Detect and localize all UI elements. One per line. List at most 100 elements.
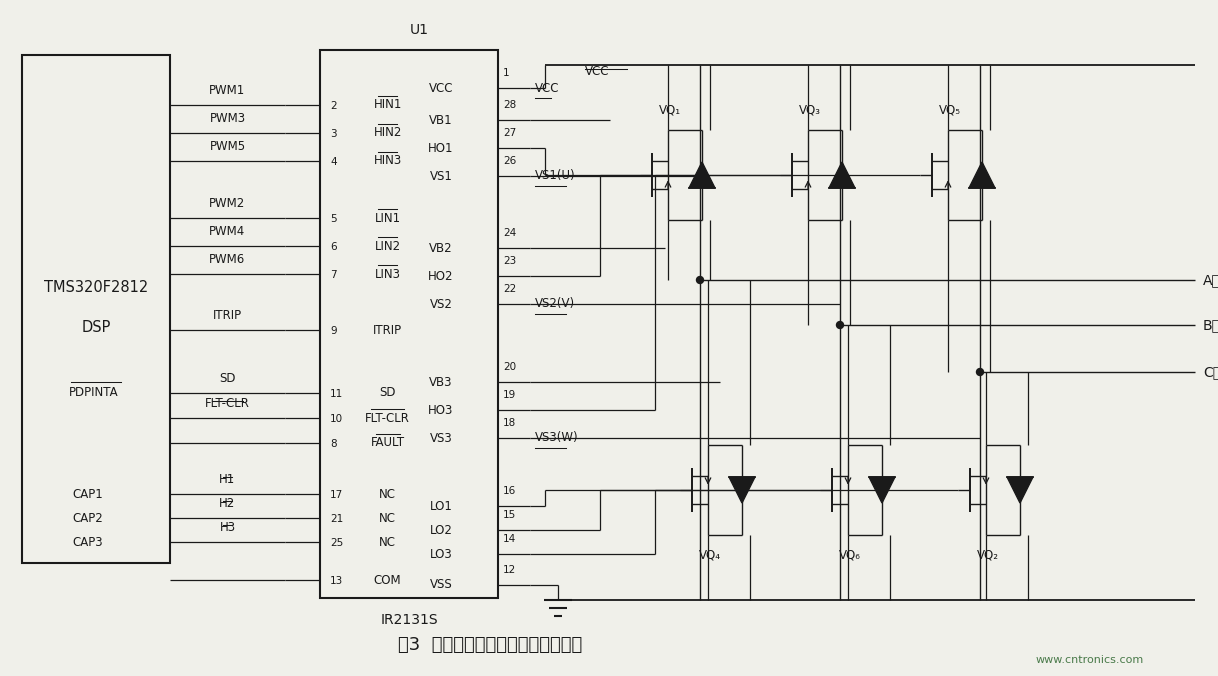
Text: 19: 19 xyxy=(503,390,516,400)
Text: 7: 7 xyxy=(330,270,336,280)
Text: VQ₃: VQ₃ xyxy=(799,103,821,116)
Text: PWM4: PWM4 xyxy=(209,225,246,238)
Text: HIN3: HIN3 xyxy=(374,155,402,168)
Text: VS1: VS1 xyxy=(430,170,452,183)
Text: 11: 11 xyxy=(330,389,343,399)
Text: 27: 27 xyxy=(503,128,516,138)
Text: VCC: VCC xyxy=(535,82,559,95)
Text: HIN2: HIN2 xyxy=(374,126,402,139)
Text: 2: 2 xyxy=(330,101,336,111)
Text: VS1(U): VS1(U) xyxy=(535,170,576,183)
Text: VQ₁: VQ₁ xyxy=(659,103,681,116)
Text: PDPINTA: PDPINTA xyxy=(69,385,119,398)
Text: 14: 14 xyxy=(503,534,516,544)
Text: 4: 4 xyxy=(330,157,336,167)
Text: NC: NC xyxy=(379,487,396,500)
Text: C相: C相 xyxy=(1203,365,1218,379)
Text: H3: H3 xyxy=(219,521,235,534)
Text: 26: 26 xyxy=(503,156,516,166)
Text: LO2: LO2 xyxy=(430,523,452,537)
Text: HIN1: HIN1 xyxy=(374,99,402,112)
Text: 10: 10 xyxy=(330,414,343,424)
Text: 24: 24 xyxy=(503,228,516,238)
Text: VQ₂: VQ₂ xyxy=(977,549,999,562)
Text: CAP1: CAP1 xyxy=(73,487,104,500)
Text: NC: NC xyxy=(379,512,396,525)
Text: 5: 5 xyxy=(330,214,336,224)
Text: 17: 17 xyxy=(330,490,343,500)
Text: 28: 28 xyxy=(503,100,516,110)
Text: 6: 6 xyxy=(330,242,336,252)
Text: 20: 20 xyxy=(503,362,516,372)
Text: TMS320F2812: TMS320F2812 xyxy=(44,279,149,295)
Text: 13: 13 xyxy=(330,576,343,586)
Text: VCC: VCC xyxy=(429,82,453,95)
Text: SD: SD xyxy=(379,387,396,400)
Polygon shape xyxy=(970,162,995,188)
Text: ITRIP: ITRIP xyxy=(213,309,242,322)
Text: LO3: LO3 xyxy=(430,548,452,560)
Text: 22: 22 xyxy=(503,284,516,294)
Text: VSS: VSS xyxy=(430,579,452,592)
Text: VS2: VS2 xyxy=(430,297,452,310)
Polygon shape xyxy=(868,477,895,503)
Text: CAP3: CAP3 xyxy=(73,535,104,548)
Polygon shape xyxy=(1007,477,1033,503)
Text: PWM5: PWM5 xyxy=(209,140,246,153)
Circle shape xyxy=(837,322,844,329)
Text: VB1: VB1 xyxy=(429,114,453,126)
Text: VB2: VB2 xyxy=(429,241,453,254)
Text: 图3  全桥式电机驱动电路控制原理图: 图3 全桥式电机驱动电路控制原理图 xyxy=(398,636,582,654)
Text: H1: H1 xyxy=(219,473,235,486)
Text: PWM6: PWM6 xyxy=(209,253,246,266)
Polygon shape xyxy=(829,162,855,188)
Circle shape xyxy=(697,276,704,283)
Text: VS2(V): VS2(V) xyxy=(535,297,575,310)
Text: PWM2: PWM2 xyxy=(209,197,246,210)
Text: 23: 23 xyxy=(503,256,516,266)
Polygon shape xyxy=(689,162,715,188)
Text: 8: 8 xyxy=(330,439,336,449)
Text: 25: 25 xyxy=(330,538,343,548)
Text: A相: A相 xyxy=(1203,273,1218,287)
Text: B相: B相 xyxy=(1203,318,1218,332)
Text: FAULT: FAULT xyxy=(370,437,404,450)
Text: VQ₆: VQ₆ xyxy=(839,549,861,562)
Text: LIN2: LIN2 xyxy=(375,239,401,253)
Text: 15: 15 xyxy=(503,510,516,520)
Text: PWM1: PWM1 xyxy=(209,84,246,97)
Text: VQ₄: VQ₄ xyxy=(699,549,721,562)
Text: VQ₅: VQ₅ xyxy=(939,103,961,116)
Text: LIN3: LIN3 xyxy=(375,268,401,281)
Text: CAP2: CAP2 xyxy=(73,512,104,525)
Text: LIN1: LIN1 xyxy=(375,212,401,224)
Text: 21: 21 xyxy=(330,514,343,524)
Text: 9: 9 xyxy=(330,326,336,336)
Bar xyxy=(22,55,171,563)
Text: VS3: VS3 xyxy=(430,431,452,445)
Text: 18: 18 xyxy=(503,418,516,428)
Text: 16: 16 xyxy=(503,486,516,496)
Text: IR2131S: IR2131S xyxy=(380,613,437,627)
Text: VS3(W): VS3(W) xyxy=(535,431,579,445)
Text: COM: COM xyxy=(374,573,402,587)
Text: HO1: HO1 xyxy=(429,141,454,155)
Text: HO2: HO2 xyxy=(429,270,454,283)
Text: 3: 3 xyxy=(330,129,336,139)
Text: H2: H2 xyxy=(219,497,235,510)
Bar xyxy=(320,50,498,598)
Text: PWM3: PWM3 xyxy=(209,112,246,125)
Text: HO3: HO3 xyxy=(429,404,454,416)
Text: VB3: VB3 xyxy=(429,375,453,389)
Text: SD: SD xyxy=(219,372,236,385)
Circle shape xyxy=(977,368,983,375)
Text: 12: 12 xyxy=(503,565,516,575)
Text: FLT-CLR: FLT-CLR xyxy=(205,397,250,410)
Text: LO1: LO1 xyxy=(430,500,452,512)
Text: DSP: DSP xyxy=(82,320,111,335)
Text: NC: NC xyxy=(379,535,396,548)
Text: VCC: VCC xyxy=(585,65,609,78)
Text: U1: U1 xyxy=(409,23,429,37)
Text: FLT-CLR: FLT-CLR xyxy=(365,412,410,425)
Text: 1: 1 xyxy=(503,68,509,78)
